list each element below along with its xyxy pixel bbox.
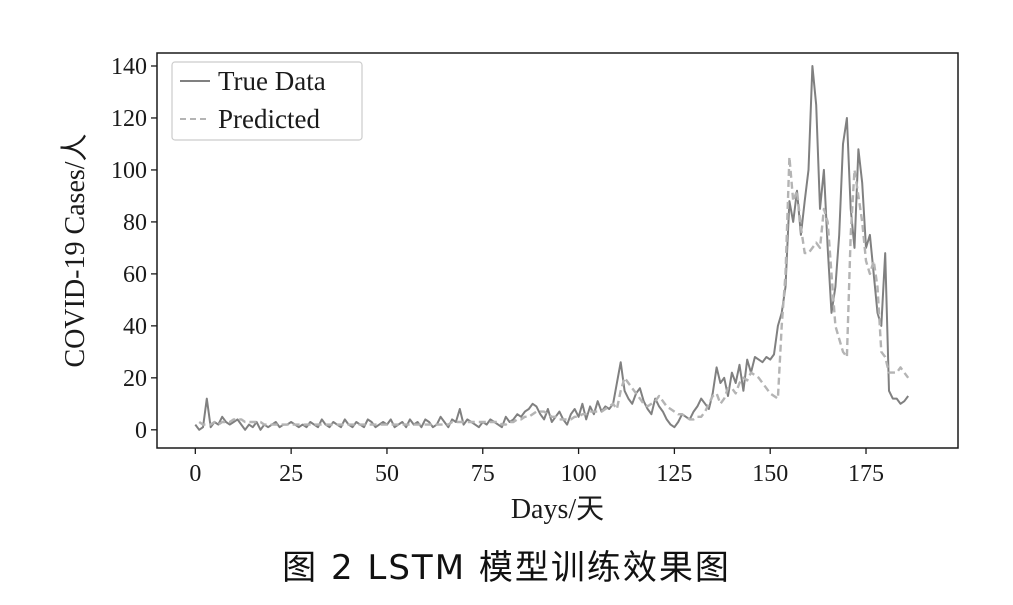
y-tick-label: 140 xyxy=(111,54,147,80)
y-tick-label: 120 xyxy=(111,106,147,132)
x-tick-label: 100 xyxy=(561,461,597,487)
x-tick-label: 0 xyxy=(189,461,201,487)
x-axis: 0 25 50 75 100 125 150 175 xyxy=(189,448,884,487)
line-chart: 0 25 50 75 100 125 150 175 0 20 40 60 80 100 120 140 D… xyxy=(60,52,959,525)
x-tick-label: 150 xyxy=(752,461,788,487)
legend-label-true-data: True Data xyxy=(218,66,326,96)
series-line-true-data xyxy=(194,65,910,431)
legend-label-predicted: Predicted xyxy=(218,104,320,134)
plot-frame xyxy=(156,52,959,449)
figure-caption: 图 2 LSTM 模型训练效果图 xyxy=(282,548,731,588)
y-tick-label: 20 xyxy=(123,366,147,392)
x-tick-label: 50 xyxy=(375,461,399,487)
series-line-predicted xyxy=(198,155,910,426)
x-tick-label: 175 xyxy=(848,461,884,487)
x-tick-label: 125 xyxy=(656,461,692,487)
x-tick-label: 75 xyxy=(471,461,495,487)
y-axis-title: COVID-19 Cases/人 xyxy=(60,133,91,367)
plot-lines xyxy=(194,65,910,431)
x-tick-label: 25 xyxy=(279,461,303,487)
y-tick-label: 60 xyxy=(123,262,147,288)
y-tick-label: 40 xyxy=(123,314,147,340)
legend: True Data Predicted xyxy=(171,61,363,141)
y-tick-label: 100 xyxy=(111,158,147,184)
x-axis-title: Days/天 xyxy=(511,494,604,525)
y-axis: 0 20 40 60 80 100 120 140 xyxy=(111,54,157,444)
y-tick-label: 0 xyxy=(135,418,147,444)
legend-box xyxy=(171,61,363,141)
y-tick-label: 80 xyxy=(123,210,147,236)
